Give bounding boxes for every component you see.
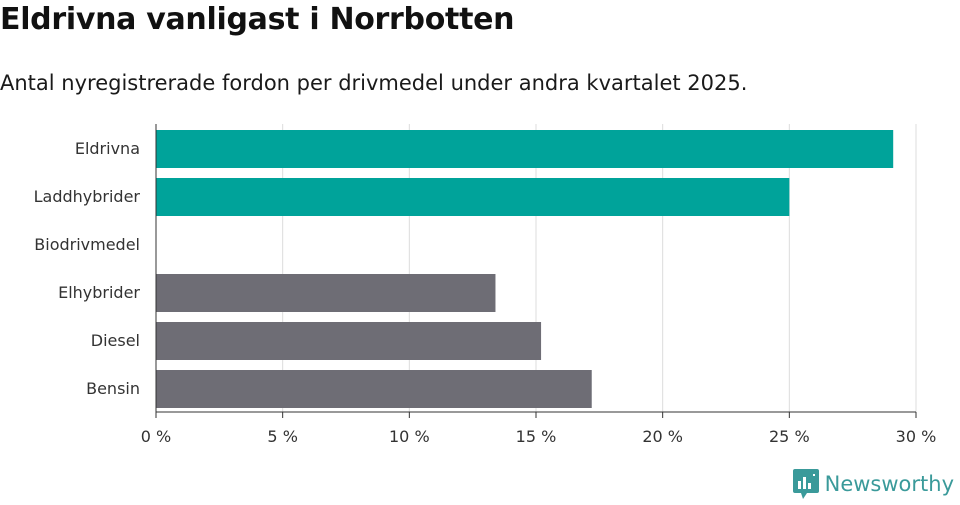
x-tick-label: 5 % (267, 427, 297, 446)
x-tick-label: 20 % (642, 427, 683, 446)
x-tick-label: 25 % (769, 427, 810, 446)
bar-eldrivna (156, 130, 894, 168)
bar-diesel (156, 322, 542, 360)
x-tick-label: 0 % (141, 427, 171, 446)
newsworthy-logo-icon (792, 469, 819, 499)
category-label: Bensin (86, 379, 140, 398)
x-tick-label: 10 % (389, 427, 430, 446)
brand-name: Newsworthy (824, 472, 954, 496)
category-label: Laddhybrider (34, 187, 141, 206)
chart-title: Eldrivna vanligast i Norrbotten (0, 2, 515, 37)
chart-subtitle: Antal nyregistrerade fordon per drivmede… (0, 71, 748, 95)
bar-chart: Eldrivna Laddhybrider Biodrivmedel Elhybrid… (34, 124, 937, 446)
category-labels: Eldrivna Laddhybrider Biodrivmedel Elhybrid… (34, 139, 141, 398)
bars (156, 130, 894, 408)
category-label: Diesel (91, 331, 140, 350)
brand-logo: Newsworthy (792, 469, 954, 499)
x-tick-label: 15 % (516, 427, 557, 446)
grid-lines (282, 124, 917, 412)
x-axis: 0 % 5 % 10 % 15 % 20 % 25 % 30 % (141, 124, 937, 446)
bar-elhybrider (156, 274, 496, 312)
bar-laddhybrider (156, 178, 790, 216)
category-label: Eldrivna (75, 139, 140, 158)
x-tick-label: 30 % (896, 427, 937, 446)
category-label: Elhybrider (58, 283, 140, 302)
category-label: Biodrivmedel (34, 235, 140, 254)
bar-bensin (156, 370, 592, 408)
